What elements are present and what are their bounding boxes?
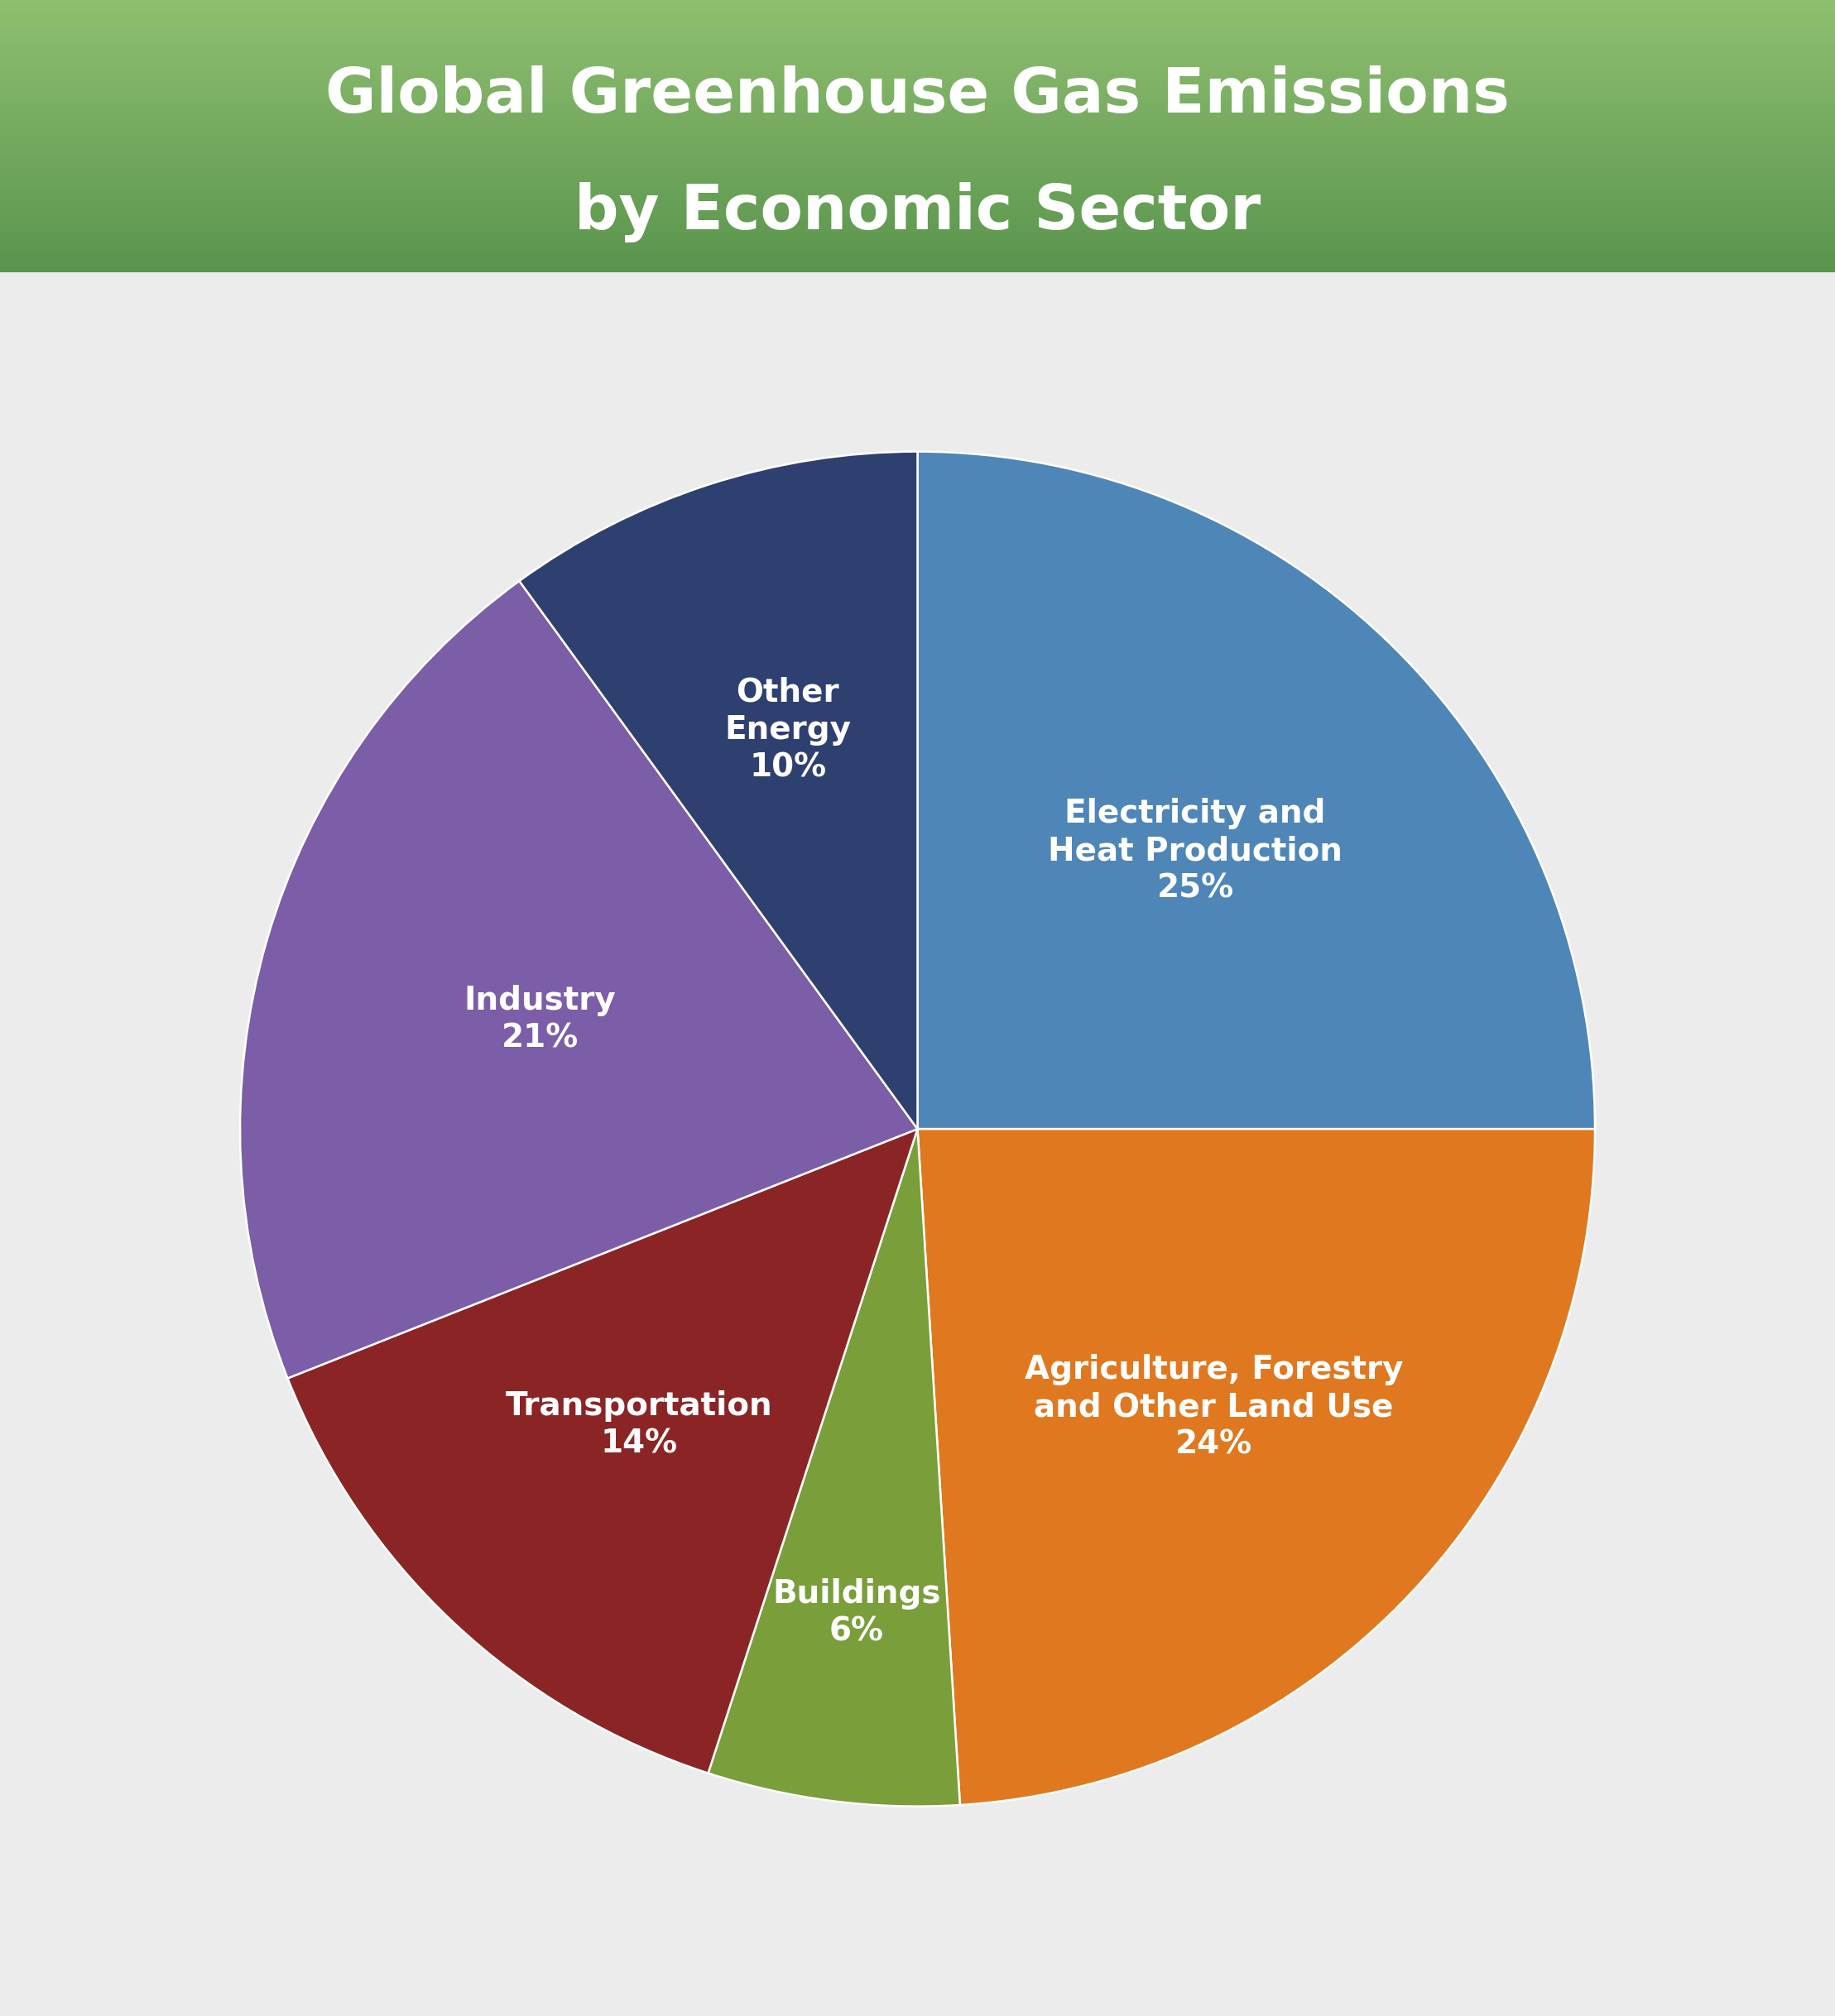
Text: Buildings
6%: Buildings 6% bbox=[773, 1579, 941, 1647]
Text: Global Greenhouse Gas Emissions: Global Greenhouse Gas Emissions bbox=[325, 65, 1510, 125]
Wedge shape bbox=[288, 1129, 918, 1774]
Wedge shape bbox=[519, 452, 918, 1129]
Text: Industry
21%: Industry 21% bbox=[464, 984, 617, 1054]
Text: by Economic Sector: by Economic Sector bbox=[574, 181, 1261, 242]
Text: Transportation
14%: Transportation 14% bbox=[506, 1391, 773, 1460]
Wedge shape bbox=[918, 1129, 1595, 1804]
Wedge shape bbox=[240, 581, 918, 1379]
Wedge shape bbox=[708, 1129, 960, 1806]
Wedge shape bbox=[918, 452, 1595, 1129]
Text: Agriculture, Forestry
and Other Land Use
24%: Agriculture, Forestry and Other Land Use… bbox=[1024, 1355, 1404, 1460]
Text: Other
Energy
10%: Other Energy 10% bbox=[725, 675, 851, 782]
Text: Electricity and
Heat Production
25%: Electricity and Heat Production 25% bbox=[1048, 798, 1343, 905]
